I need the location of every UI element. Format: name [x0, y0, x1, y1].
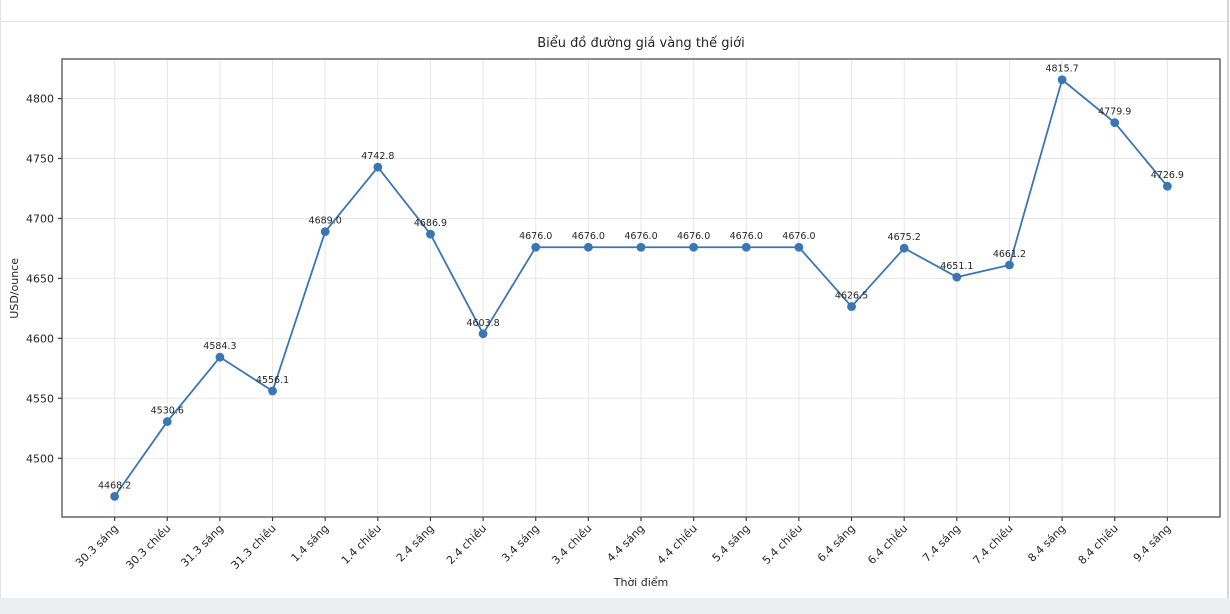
window-right-border — [1227, 0, 1229, 598]
x-tick-label: 7.4 chiều — [970, 522, 1015, 567]
data-point — [741, 242, 751, 252]
window-left-border — [0, 0, 1, 598]
x-tick-label: 3.4 chiều — [549, 522, 594, 567]
x-tick-label: 6.4 chiều — [865, 522, 910, 567]
x-tick-label: 5.4 chiều — [760, 522, 805, 567]
y-tick-label: 4550 — [26, 392, 54, 405]
x-tick-label: 4.4 chiều — [655, 522, 700, 567]
x-tick-label: 2.4 chiều — [444, 522, 489, 567]
data-point-label: 4726.9 — [1151, 170, 1184, 181]
x-tick-label: 31.3 sáng — [178, 522, 226, 570]
x-tick-label: 4.4 sáng — [604, 522, 647, 565]
window-top-border — [0, 21, 1230, 22]
data-point — [1162, 181, 1172, 191]
data-point — [794, 242, 804, 252]
data-point-label: 4626.5 — [835, 291, 868, 302]
x-tick-label: 31.3 chiều — [229, 522, 279, 572]
x-tick-label: 3.4 sáng — [499, 522, 542, 565]
x-tick-label: 2.4 sáng — [394, 522, 437, 565]
data-point-label: 4530.6 — [151, 406, 184, 417]
x-tick-label: 7.4 sáng — [920, 522, 963, 565]
data-point-label: 4661.2 — [993, 249, 1026, 260]
x-tick-label: 5.4 sáng — [710, 522, 753, 565]
x-axis-label: Thời điểm — [613, 576, 669, 589]
chart-title: Biểu đồ đường giá vàng thế giới — [537, 36, 745, 51]
data-point — [268, 386, 277, 396]
data-point-label: 4676.0 — [519, 231, 552, 242]
data-point-label: 4676.0 — [730, 231, 763, 242]
data-point — [847, 302, 856, 311]
data-point — [478, 329, 488, 339]
y-tick-label: 4700 — [26, 212, 54, 225]
data-point — [1110, 118, 1120, 128]
data-point — [689, 242, 699, 252]
x-tick-label: 9.4 sáng — [1131, 522, 1174, 565]
data-point-label: 4556.1 — [256, 375, 289, 386]
x-tick-label: 30.3 chiều — [123, 522, 173, 572]
data-point-label: 4676.0 — [572, 231, 605, 242]
data-point-label: 4676.0 — [677, 231, 710, 242]
data-point — [373, 162, 383, 172]
y-tick-label: 4600 — [26, 332, 54, 345]
y-tick-label: 4500 — [26, 452, 54, 465]
data-point — [952, 272, 962, 282]
data-point-label: 4815.7 — [1045, 64, 1078, 75]
data-point — [899, 243, 909, 253]
x-tick-label: 30.3 sáng — [73, 522, 121, 570]
window-bottom-strip — [0, 598, 1230, 614]
x-tick-label: 8.4 chiều — [1076, 522, 1121, 567]
data-point-label: 4603.8 — [466, 318, 499, 329]
data-point-label: 4742.8 — [361, 151, 394, 162]
x-tick-label: 8.4 sáng — [1025, 522, 1068, 565]
data-point — [636, 242, 646, 252]
y-tick-label: 4650 — [26, 272, 54, 285]
data-point — [215, 352, 225, 362]
data-point — [1057, 75, 1067, 85]
data-point — [162, 417, 172, 426]
y-tick-label: 4800 — [26, 93, 54, 106]
data-point — [110, 491, 120, 501]
data-point — [1005, 260, 1014, 270]
data-point — [531, 242, 541, 252]
data-point — [583, 242, 593, 252]
data-point-label: 4686.9 — [414, 218, 447, 229]
x-tick-label: 1.4 sáng — [289, 522, 332, 565]
data-point-label: 4676.0 — [624, 231, 657, 242]
x-tick-label: 1.4 chiều — [339, 522, 384, 567]
data-point-label: 4676.0 — [782, 231, 815, 242]
data-point-label: 4584.3 — [203, 341, 236, 352]
data-point — [320, 227, 330, 237]
data-point-label: 4779.9 — [1098, 107, 1131, 118]
data-point — [426, 229, 435, 239]
x-tick-label: 6.4 sáng — [815, 522, 858, 565]
data-point-label: 4689.0 — [309, 216, 342, 227]
y-tick-label: 4750 — [26, 153, 54, 166]
data-point-label: 4651.1 — [940, 261, 973, 272]
data-point-label: 4468.2 — [98, 480, 131, 491]
data-point-label: 4675.2 — [888, 232, 921, 243]
